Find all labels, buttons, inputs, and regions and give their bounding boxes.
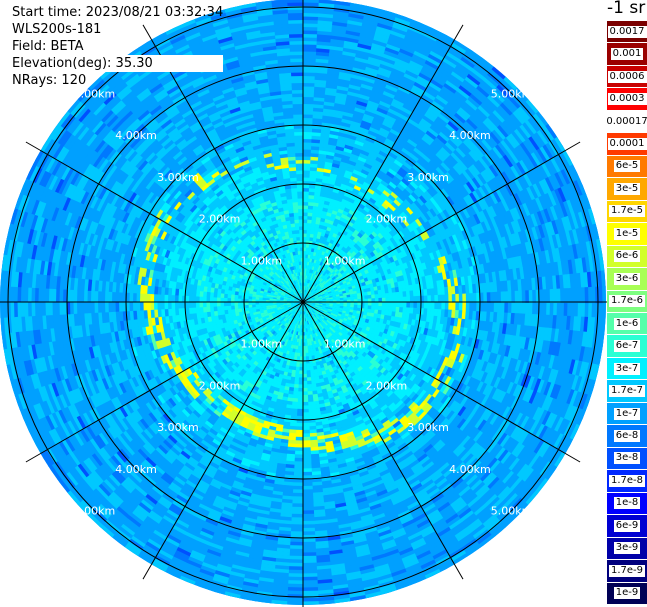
colorbar-label: 6e-5 — [613, 160, 641, 173]
colorbar-cell: 0.0006 — [607, 65, 647, 89]
range-ring-label: 3.00km — [157, 421, 199, 434]
colorbar-cell: 1e-7 — [607, 402, 647, 426]
colorbar-unit: -1 sr — [607, 0, 646, 18]
azimuth-spoke — [302, 301, 464, 580]
colorbar-cell: 0.0017 — [607, 21, 647, 44]
azimuth-spoke — [302, 301, 581, 463]
colorbar-cell: 0.001 — [607, 43, 647, 66]
colorbar-label: 0.0003 — [607, 93, 647, 106]
colorbar-label: 3e-8 — [613, 452, 641, 465]
colorbar-cell: 3e-7 — [607, 357, 647, 381]
colorbar-cell: 3e-8 — [607, 447, 647, 471]
range-ring-labels: 1.00km 1.00km 1.00km 1.00km 2.00km 2.00km 2.00… — [74, 87, 533, 517]
field-text: Field: BETA — [12, 39, 84, 54]
nrays-text: NRays: 120 — [12, 73, 87, 88]
colorbar-label: 0.0006 — [607, 70, 647, 83]
range-ring-label: 5.00km — [491, 505, 533, 518]
colorbar-cell: 1e-9 — [607, 582, 647, 605]
colorbar-label: 6e-8 — [613, 430, 641, 443]
range-ring-grid — [0, 0, 607, 607]
range-ring-label: 1.00km — [241, 254, 283, 267]
colorbar-label: 0.00017 — [604, 115, 647, 128]
colorbar-cell: 1.7e-9 — [607, 560, 647, 583]
elevation-text: Elevation(deg): 35.30 — [0, 55, 224, 72]
range-ring-label: 1.00km — [324, 254, 366, 267]
range-ring-label: 1.00km — [324, 338, 366, 351]
colorbar-label: 3e-9 — [613, 542, 641, 555]
scan-info: Start time: 2023/08/21 03:32:34 WLS200s-… — [0, 4, 224, 89]
colorbar-cell: 3e-6 — [607, 268, 647, 291]
azimuth-spoke — [142, 301, 304, 580]
colorbar-label: 1.7e-7 — [608, 385, 646, 398]
colorbar-label: 0.0017 — [607, 25, 647, 38]
ppi-scan-plot: 1.00km 1.00km 1.00km 1.00km 2.00km 2.00km 2.00… — [0, 0, 607, 607]
colorbar-cell: 6e-6 — [607, 245, 647, 269]
colorbar-cell: 6e-7 — [607, 335, 647, 358]
colorbar-cell: 0.0001 — [607, 133, 647, 156]
colorbar-cell: 1.7e-7 — [607, 380, 647, 403]
colorbar-label: 6e-6 — [613, 250, 641, 263]
range-ring-label: 5.00km — [74, 505, 116, 518]
range-ring-label: 5.00km — [491, 87, 533, 100]
azimuth-spoke — [25, 301, 304, 463]
colorbar-label: 1.7e-8 — [608, 474, 646, 487]
range-ring-label: 4.00km — [115, 129, 157, 142]
range-ring-label: 1.00km — [241, 338, 283, 351]
colorbar-cell: 6e-8 — [607, 425, 647, 448]
colorbar-cell: 1.7e-8 — [607, 470, 647, 493]
colorbar-cell: 3e-9 — [607, 537, 647, 561]
colorbar-label: 0.0001 — [607, 138, 647, 151]
range-ring-label: 2.00km — [366, 379, 408, 392]
colorbar-cell: 3e-5 — [607, 178, 647, 201]
colorbar-label: 6e-7 — [613, 340, 641, 353]
range-ring-label: 3.00km — [157, 171, 199, 184]
colorbar-label: 1e-5 — [613, 227, 641, 240]
start-time-text: Start time: 2023/08/21 03:32:34 — [12, 5, 224, 20]
range-ring-label: 4.00km — [449, 463, 491, 476]
colorbar-cell: 1e-6 — [607, 313, 647, 336]
range-ring-label: 2.00km — [199, 213, 241, 226]
range-ring-label: 4.00km — [449, 129, 491, 142]
colorbar: 0.0017 0.001 0.0006 0.0003 0.00017 0.0001 6e-5… — [604, 21, 647, 605]
range-ring-label: 4.00km — [115, 463, 157, 476]
colorbar-label: 1e-7 — [613, 407, 641, 420]
range-ring-label: 2.00km — [199, 379, 241, 392]
colorbar-label: 1e-6 — [613, 317, 641, 330]
colorbar-cell: 6e-5 — [607, 155, 647, 179]
colorbar-cell: 0.0003 — [607, 88, 647, 111]
colorbar-cell: 0.00017 — [604, 110, 647, 134]
colorbar-cell: 6e-9 — [607, 515, 647, 538]
azimuth-spoke — [302, 141, 581, 303]
device-name-text: WLS200s-181 — [12, 22, 102, 37]
range-ring-label: 3.00km — [407, 421, 449, 434]
colorbar-label: 1e-9 — [613, 587, 641, 600]
colorbar-label: 1e-8 — [613, 497, 641, 510]
colorbar-cell: 1e-8 — [607, 492, 647, 516]
colorbar-cell: 1.7e-6 — [607, 290, 647, 313]
azimuth-spoke — [302, 24, 464, 303]
colorbar-label: 1.7e-9 — [608, 564, 646, 577]
colorbar-label: 0.001 — [610, 48, 644, 61]
range-ring-label: 5.00km — [74, 87, 116, 100]
range-ring-label: 2.00km — [366, 213, 408, 226]
azimuth-spoke — [25, 141, 304, 303]
colorbar-cell: 1e-5 — [607, 223, 647, 246]
colorbar-label: 3e-7 — [613, 362, 641, 375]
range-ring-label: 3.00km — [407, 171, 449, 184]
colorbar-label: 3e-5 — [613, 182, 641, 195]
colorbar-label: 1.7e-6 — [608, 295, 646, 308]
colorbar-cell: 1.7e-5 — [607, 200, 647, 224]
colorbar-label: 6e-9 — [613, 519, 641, 532]
colorbar-label: 1.7e-5 — [608, 205, 646, 218]
colorbar-label: 3e-6 — [613, 272, 641, 285]
beta-data-field — [0, 0, 606, 605]
